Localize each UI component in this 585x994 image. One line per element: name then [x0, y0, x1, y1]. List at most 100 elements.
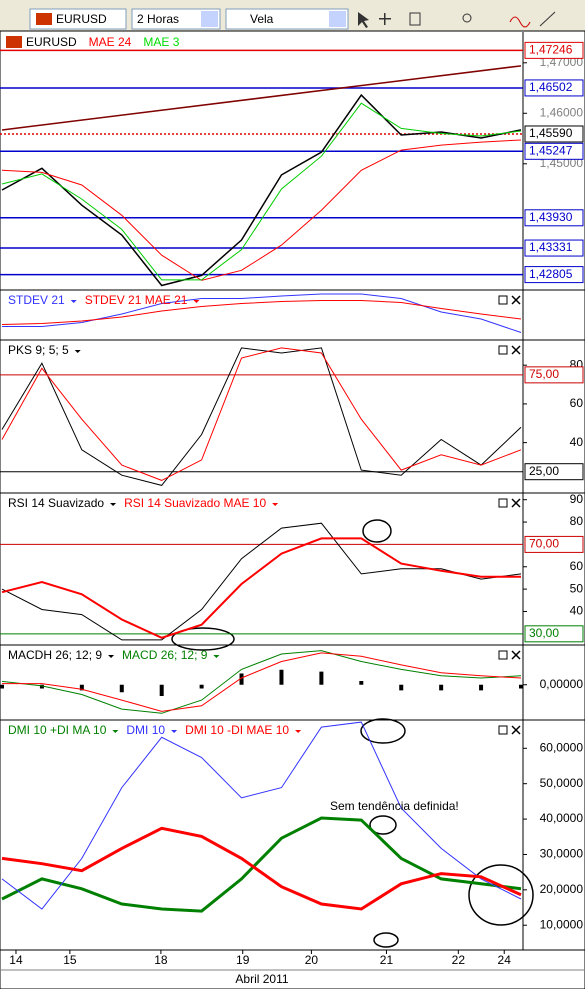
legend-entry: STDEV 21 MAE 21 [85, 293, 188, 307]
panel-maximize[interactable] [498, 295, 508, 305]
x-tick-label: 24 [498, 953, 512, 967]
level-label: 1,46502 [529, 80, 573, 94]
panel-maximize[interactable] [498, 345, 508, 355]
style-box[interactable] [225, 8, 349, 30]
dropdown[interactable] [201, 11, 218, 27]
y-tick-label: 50 [570, 581, 584, 595]
legend-dropdown [70, 300, 77, 303]
level-box [524, 239, 584, 257]
legend-entry: DMI 10 -DI MAE 10 [185, 723, 289, 737]
x-tick-label: 19 [236, 953, 250, 967]
y-tick-label: 30,0000 [540, 847, 584, 861]
legend-entry: EURUSD [26, 35, 77, 49]
dropdown[interactable] [329, 11, 346, 27]
panel-maximize[interactable] [498, 498, 508, 508]
y-tick-label: 10,0000 [540, 917, 584, 931]
level-box [524, 209, 584, 227]
histogram-bar [319, 671, 324, 685]
legend-dropdown [213, 655, 220, 658]
level-label: 1,45247 [529, 143, 573, 157]
x-tick-label: 20 [305, 953, 319, 967]
toolbar-icons[interactable] [358, 11, 556, 28]
y-tick-label: 60 [570, 559, 584, 573]
x-tick-label: 22 [452, 953, 466, 967]
legend-dropdown [272, 503, 279, 506]
series-line [1, 826, 522, 911]
level-box [524, 142, 584, 160]
fx-icon [6, 36, 22, 48]
panel-close[interactable] [511, 295, 521, 305]
highlight [369, 815, 397, 835]
level-label: 1,47246 [529, 43, 573, 57]
panel-close[interactable] [511, 650, 521, 660]
legend-entry: DMI 10 +DI MA 10 [8, 723, 107, 737]
histogram-bar [399, 684, 404, 691]
legend-dropdown [193, 300, 200, 303]
panel-close[interactable] [511, 345, 521, 355]
histogram-bar [359, 681, 364, 685]
legend-entry: PKS 9; 5; 5 [8, 343, 69, 357]
level-box [524, 125, 584, 143]
series-line [1, 522, 522, 641]
series-line [1, 139, 522, 281]
trendline [1, 65, 522, 131]
legend-entry: MACD 26; 12; 9 [122, 648, 208, 662]
annotation: Sem tendência definida! [330, 799, 459, 813]
panel-maximize[interactable] [498, 725, 508, 735]
legend-dropdown [108, 655, 115, 658]
level-label: 25,00 [529, 464, 559, 478]
legend-dropdown [110, 503, 117, 506]
series-line [2, 652, 522, 712]
legend-entry: MACDH 26; 12; 9 [8, 648, 102, 662]
legend-dropdown [295, 730, 302, 733]
x-tick-label: 18 [154, 953, 168, 967]
highlight [468, 864, 534, 926]
x-tick-label: 14 [9, 953, 23, 967]
histogram-bar [79, 684, 84, 691]
level-label: 1,42805 [529, 267, 573, 281]
y-tick-label: 80 [570, 514, 584, 528]
histogram-bar [0, 684, 4, 689]
series-line [1, 816, 522, 913]
legend-dropdown [171, 730, 178, 733]
symbol-box[interactable] [29, 8, 127, 30]
series-line [1, 650, 522, 714]
legend-dropdown [112, 730, 119, 733]
histogram-bar [199, 684, 204, 689]
legend-entry: MAE 3 [143, 35, 179, 49]
series-line [2, 293, 522, 333]
series-line [1, 721, 522, 910]
series-line [1, 537, 521, 639]
highlight [362, 519, 392, 543]
legend-dropdown [74, 350, 81, 353]
period-box[interactable] [131, 8, 221, 30]
histogram-bar [479, 684, 484, 691]
panel-maximize[interactable] [498, 650, 508, 660]
level-label: 1,45590 [529, 126, 573, 140]
series-line [1, 347, 522, 486]
symbol: EURUSD [56, 12, 107, 26]
level-label: 30,00 [529, 626, 559, 640]
histogram-bar [439, 684, 444, 691]
legend-entry: MAE 24 [89, 35, 132, 49]
level-label: 75,00 [529, 367, 559, 381]
series-line [1, 300, 522, 325]
panel-close[interactable] [511, 498, 521, 508]
level-box [524, 41, 584, 59]
x-tick-label: 21 [380, 953, 394, 967]
y-tick-label: 40 [570, 435, 584, 449]
y-tick-label: 20,0000 [540, 882, 584, 896]
x-axis-label: Abril 2011 [235, 972, 288, 986]
level-label: 1,43331 [529, 240, 573, 254]
level-box [524, 463, 584, 481]
y-tick-label: 40 [570, 604, 584, 618]
level-label: 1,43930 [529, 210, 573, 224]
legend-entry: RSI 14 Suavizado MAE 10 [124, 496, 266, 510]
y-tick-label: 90 [570, 492, 584, 506]
panel-close[interactable] [511, 725, 521, 735]
level-box [524, 266, 584, 284]
level-box [524, 535, 584, 553]
level-box [524, 79, 584, 97]
y-tick-label: 50,0000 [540, 776, 584, 790]
histogram-bar [159, 684, 164, 696]
